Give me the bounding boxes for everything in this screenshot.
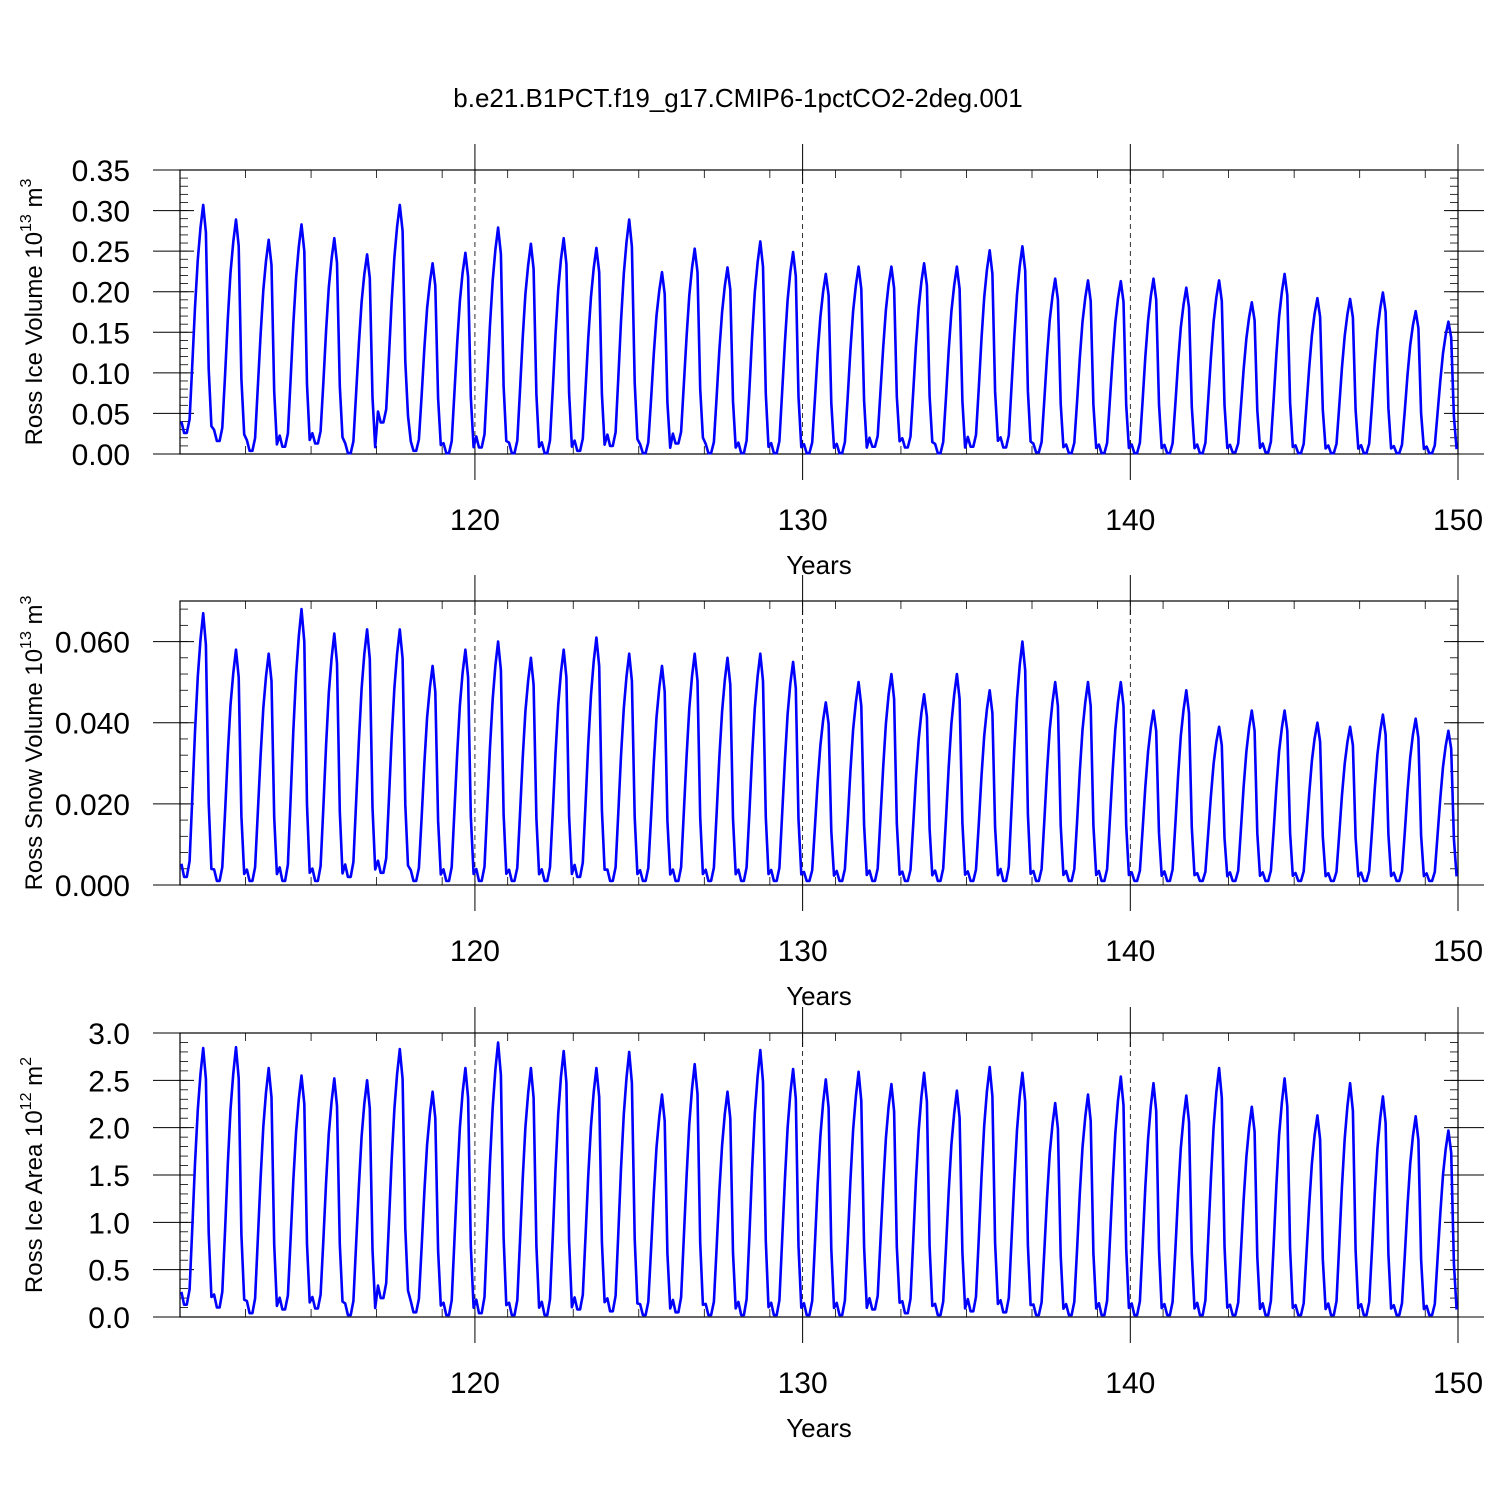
x-tick-label: 150 xyxy=(1433,504,1483,537)
y-tick-label: 0.10 xyxy=(72,358,130,391)
x-axis-label: Years xyxy=(786,550,852,580)
chart-title: b.e21.B1PCT.f19_g17.CMIP6-1pctCO2-2deg.0… xyxy=(453,83,1022,113)
y-tick-label: 0.0 xyxy=(88,1302,130,1335)
y-tick-label: 1.5 xyxy=(88,1160,130,1193)
plot-frame xyxy=(179,169,1459,455)
y-tick-label: 0.00 xyxy=(72,439,130,472)
x-tick-label: 130 xyxy=(778,504,828,537)
y-tick-label: 0.5 xyxy=(88,1255,130,1288)
y-axis-label: Ross Ice Area 1012 m2 xyxy=(18,1057,48,1293)
y-tick-label: 0.020 xyxy=(55,789,130,822)
x-tick-label: 120 xyxy=(450,1367,500,1400)
x-tick-label: 140 xyxy=(1105,504,1155,537)
x-tick-label: 120 xyxy=(450,935,500,968)
y-tick-label: 0.060 xyxy=(55,627,130,660)
y-axis-label: Ross Snow Volume 1013 m3 xyxy=(18,595,48,890)
y-tick-label: 0.20 xyxy=(72,277,130,310)
panel-3: 0.0 0.5 1.0 1.5 2.0 2.5 3.0 120 130 140 150 Years Ro… xyxy=(18,1007,1484,1443)
x-axis-label: Years xyxy=(786,981,852,1011)
y-tick-label: 0.15 xyxy=(72,317,130,350)
y-tick-label: 0.25 xyxy=(72,236,130,269)
y-tick-label: 0.040 xyxy=(55,708,130,741)
y-axis-label: Ross Ice Volume 1013 m3 xyxy=(18,178,48,445)
panel-2: 0.000 0.020 0.040 0.060 120 130 140 150 Years Ros… xyxy=(18,575,1484,1011)
x-tick-label: 150 xyxy=(1433,1367,1483,1400)
y-tick-label: 3.0 xyxy=(88,1018,130,1051)
y-tick-label: 1.0 xyxy=(88,1207,130,1240)
x-tick-label: 140 xyxy=(1105,935,1155,968)
y-tick-label: 2.0 xyxy=(88,1113,130,1146)
x-tick-label: 140 xyxy=(1105,1367,1155,1400)
y-tick-label: 0.05 xyxy=(72,398,130,431)
y-tick-label: 0.30 xyxy=(72,196,130,229)
panel-1: 0.00 0.05 0.10 0.15 0.20 0.25 0.30 0.35 120 130 14… xyxy=(18,144,1484,580)
x-tick-label: 120 xyxy=(450,504,500,537)
y-tick-label: 0.000 xyxy=(55,870,130,903)
series-line xyxy=(180,1041,1458,1317)
x-tick-label: 150 xyxy=(1433,935,1483,968)
series-line xyxy=(180,203,1458,455)
y-tick-label: 0.35 xyxy=(72,155,130,188)
series-line xyxy=(180,607,1458,883)
y-tick-label: 2.5 xyxy=(88,1065,130,1098)
x-tick-label: 130 xyxy=(778,935,828,968)
x-axis-label: Years xyxy=(786,1413,852,1443)
x-tick-label: 130 xyxy=(778,1367,828,1400)
plot-frame xyxy=(179,600,1459,886)
